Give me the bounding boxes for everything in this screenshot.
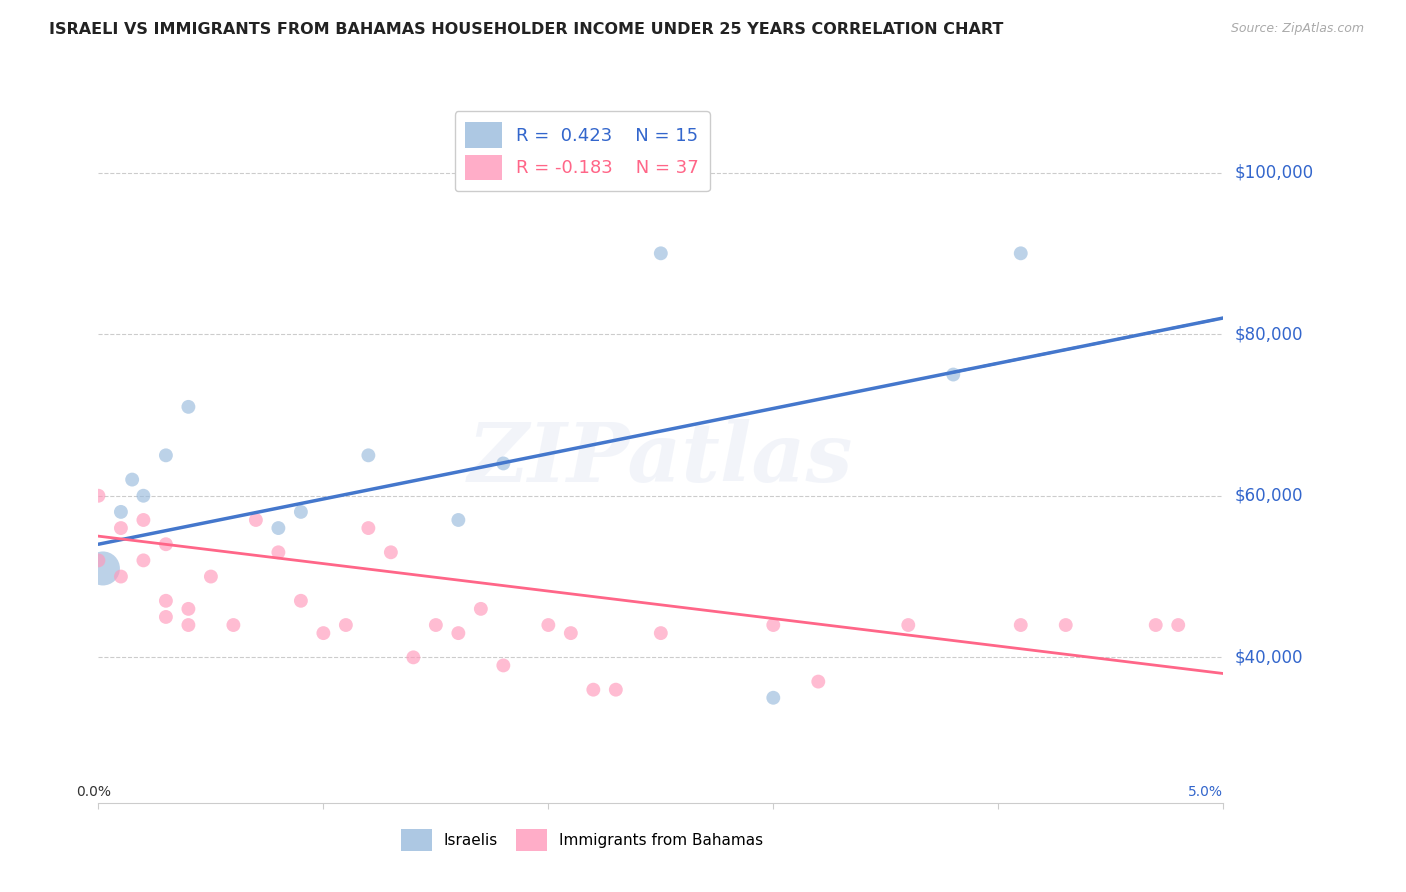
- Point: [267, 521, 290, 535]
- Point: [91, 561, 114, 575]
- Point: [447, 626, 470, 640]
- Text: 0.0%: 0.0%: [76, 785, 111, 798]
- Point: [110, 521, 132, 535]
- Point: [1144, 618, 1167, 632]
- Point: [132, 513, 155, 527]
- Text: $100,000: $100,000: [1234, 163, 1313, 182]
- Point: [942, 368, 965, 382]
- Text: Source: ZipAtlas.com: Source: ZipAtlas.com: [1230, 22, 1364, 36]
- Point: [155, 537, 177, 551]
- Point: [560, 626, 582, 640]
- Point: [132, 553, 155, 567]
- Point: [335, 618, 357, 632]
- Point: [155, 448, 177, 462]
- Point: [1054, 618, 1077, 632]
- Point: [402, 650, 425, 665]
- Point: [897, 618, 920, 632]
- Text: $40,000: $40,000: [1234, 648, 1303, 666]
- Text: 5.0%: 5.0%: [1188, 785, 1223, 798]
- Point: [177, 602, 200, 616]
- Point: [87, 489, 110, 503]
- Point: [447, 513, 470, 527]
- Point: [762, 690, 785, 705]
- Point: [110, 505, 132, 519]
- Legend: Israelis, Immigrants from Bahamas: Israelis, Immigrants from Bahamas: [395, 823, 769, 857]
- Point: [492, 658, 515, 673]
- Point: [470, 602, 492, 616]
- Point: [267, 545, 290, 559]
- Point: [155, 610, 177, 624]
- Point: [1010, 246, 1032, 260]
- Point: [222, 618, 245, 632]
- Point: [357, 448, 380, 462]
- Point: [650, 626, 672, 640]
- Point: [155, 594, 177, 608]
- Point: [492, 457, 515, 471]
- Text: ZIPatlas: ZIPatlas: [468, 419, 853, 500]
- Point: [110, 569, 132, 583]
- Point: [380, 545, 402, 559]
- Point: [290, 594, 312, 608]
- Point: [290, 505, 312, 519]
- Text: $60,000: $60,000: [1234, 487, 1303, 505]
- Point: [582, 682, 605, 697]
- Point: [1010, 618, 1032, 632]
- Point: [807, 674, 830, 689]
- Point: [121, 473, 143, 487]
- Text: $80,000: $80,000: [1234, 325, 1303, 343]
- Point: [762, 618, 785, 632]
- Point: [537, 618, 560, 632]
- Point: [605, 682, 627, 697]
- Point: [200, 569, 222, 583]
- Point: [177, 400, 200, 414]
- Point: [87, 553, 110, 567]
- Point: [357, 521, 380, 535]
- Point: [650, 246, 672, 260]
- Point: [177, 618, 200, 632]
- Point: [1167, 618, 1189, 632]
- Text: ISRAELI VS IMMIGRANTS FROM BAHAMAS HOUSEHOLDER INCOME UNDER 25 YEARS CORRELATION: ISRAELI VS IMMIGRANTS FROM BAHAMAS HOUSE…: [49, 22, 1004, 37]
- Point: [312, 626, 335, 640]
- Point: [132, 489, 155, 503]
- Point: [425, 618, 447, 632]
- Point: [245, 513, 267, 527]
